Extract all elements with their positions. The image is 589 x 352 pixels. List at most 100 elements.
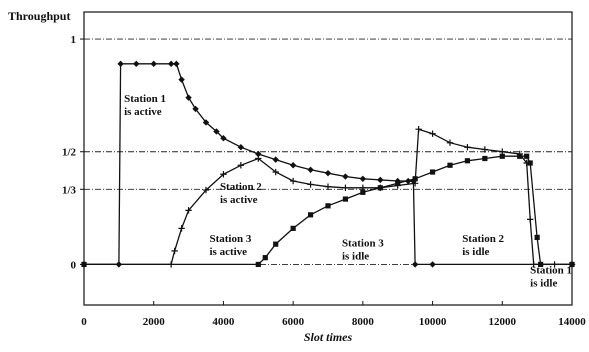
- series-3-point-21: [538, 261, 544, 268]
- x-tick-label-7: 14000: [558, 316, 586, 328]
- series-1-point-18: [324, 169, 332, 177]
- series-1-point-7: [178, 76, 185, 83]
- annotation-4-line-2: is idle: [342, 250, 369, 262]
- series-2: [80, 126, 576, 268]
- x-tick-label-4: 8000: [352, 316, 375, 328]
- series-2-point-6: [220, 171, 227, 178]
- series-3-point-8: [360, 189, 366, 195]
- series-1-point-11: [213, 128, 220, 135]
- series-1-point-12: [220, 135, 227, 142]
- series-1-point-14: [255, 150, 262, 158]
- x-tick-label-2: 4000: [212, 316, 235, 328]
- series-2-point-9: [272, 168, 279, 176]
- series-3-point-12: [429, 169, 436, 175]
- x-tick-label-0: 0: [81, 316, 87, 328]
- series-1-point-5: [167, 60, 175, 68]
- series-3-point-0: [81, 261, 87, 268]
- series-2-point-5: [202, 186, 210, 194]
- series-3-point-4: [290, 225, 296, 231]
- series-2-point-8: [255, 155, 262, 162]
- annotation-6-line-2: is idle: [530, 277, 557, 289]
- annotation-5-line-1: Station 2: [462, 233, 504, 245]
- annotation-3-line-1: Station 3: [209, 233, 251, 245]
- annotation-2-line-2: is active: [220, 194, 258, 206]
- x-axis-title: Slot times: [304, 330, 353, 344]
- annotation-6-line-1: Station 1: [530, 264, 572, 276]
- series-1-point-4: [150, 60, 157, 68]
- series-1-point-15: [272, 156, 279, 163]
- x-tick-label-3: 6000: [282, 316, 305, 328]
- series-1-point-13: [237, 144, 245, 151]
- series-3-point-10: [395, 180, 401, 186]
- series-1-point-19: [342, 173, 349, 180]
- annotation-5: Station 2 is idle: [462, 233, 504, 258]
- y-tick-label-3: 1: [71, 34, 77, 46]
- series-3-point-7: [342, 196, 349, 202]
- series-2-point-20: [446, 139, 454, 146]
- series-3-point-17: [517, 153, 523, 159]
- x-tick-label-1: 2000: [143, 316, 166, 328]
- series-2-point-3: [178, 225, 185, 232]
- series-2-point-10: [289, 177, 297, 185]
- annotation-4: Station 3 is idle: [342, 237, 384, 262]
- series-1-point-2: [117, 60, 124, 68]
- series-3-point-20: [534, 234, 540, 240]
- x-tick-label-6: 12000: [489, 316, 517, 328]
- axis-ticks: 0 1/3 1/2 1 0 2000 4000 6000 8000 10000 12000 14000: [62, 34, 586, 328]
- y-axis-title: Throughput: [8, 9, 70, 23]
- series-3-point-11: [412, 176, 418, 182]
- series-1-point-26: [429, 261, 436, 268]
- annotation-3-line-2: is active: [209, 246, 247, 258]
- series-2-point-18: [415, 126, 422, 133]
- y-tick-label-0: 0: [71, 259, 77, 271]
- series-3-point-14: [464, 158, 471, 164]
- series-3-point-3: [273, 241, 279, 247]
- series-2-point-27: [530, 261, 537, 268]
- series-3-point-2: [262, 255, 268, 261]
- annotation-3: Station 3 is active: [209, 233, 251, 258]
- series-1-point-25: [411, 261, 419, 268]
- annotation-6: Station 1 is idle: [530, 264, 572, 289]
- series-2-point-26: [526, 216, 534, 223]
- series-lines: [80, 60, 576, 268]
- series-1-point-10: [202, 119, 210, 126]
- series-3-point-22: [569, 261, 575, 268]
- y-tick-label-2: 1/2: [62, 147, 77, 159]
- series-1-point-20: [359, 175, 367, 182]
- series-1-point-21: [377, 176, 384, 184]
- series-2-point-13: [342, 184, 349, 191]
- series-3-point-13: [447, 162, 453, 168]
- series-2-point-2: [171, 247, 178, 255]
- series-3-point-9: [377, 185, 383, 191]
- series-2-point-7: [237, 162, 245, 169]
- series-2-point-22: [481, 146, 489, 153]
- series-2-point-21: [464, 144, 471, 151]
- series-3: [81, 153, 575, 268]
- series-2-point-4: [185, 207, 192, 214]
- annotation-2-line-1: Station 2: [220, 181, 262, 193]
- annotation-2: Station 2 is active: [220, 181, 262, 206]
- series-2-point-19: [429, 130, 436, 137]
- series-3-point-18: [524, 153, 530, 159]
- series-1-point-9: [192, 105, 199, 113]
- annotation-1-line-2: is active: [124, 106, 162, 118]
- series-1-point-17: [307, 166, 314, 173]
- series-2-point-11: [307, 181, 314, 188]
- x-tick-label-5: 10000: [419, 316, 447, 328]
- series-3-point-1: [255, 261, 261, 268]
- series-2-point-12: [324, 183, 332, 190]
- series-1-point-16: [289, 162, 297, 169]
- annotation-1: Station 1 is active: [124, 93, 166, 118]
- series-1-line: [84, 63, 572, 266]
- series-3-point-6: [325, 203, 331, 209]
- annotation-5-line-2: is idle: [462, 246, 489, 258]
- series-1: [80, 60, 576, 268]
- series-3-point-16: [499, 153, 505, 159]
- series-3-point-19: [527, 160, 533, 166]
- y-tick-label-1: 1/3: [62, 184, 77, 196]
- series-3-point-15: [482, 155, 488, 162]
- series-3-point-5: [307, 212, 314, 218]
- annotation-1-line-1: Station 1: [124, 93, 166, 105]
